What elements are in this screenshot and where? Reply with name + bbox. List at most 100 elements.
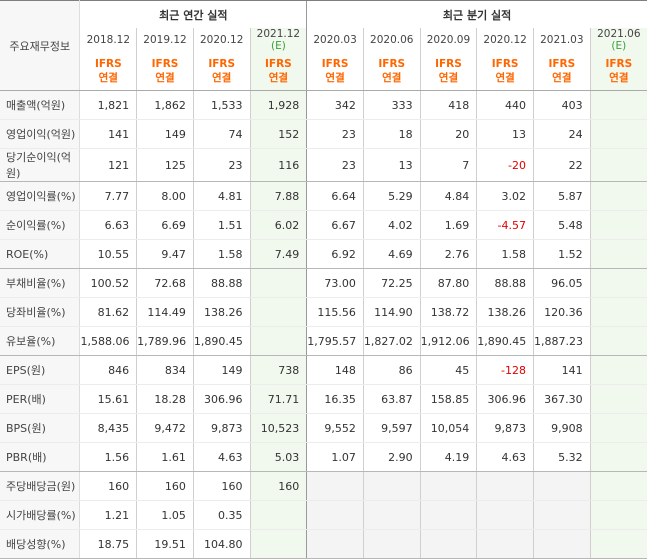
table-cell: -128 xyxy=(476,355,534,385)
table-cell xyxy=(589,210,647,240)
table-cell: 160 xyxy=(79,471,137,501)
table-cell xyxy=(419,529,477,559)
period-label: 2018.12 xyxy=(86,34,131,46)
table-cell: 403 xyxy=(532,90,591,120)
table-cell: 0.35 xyxy=(192,500,251,530)
table-row: 당기순이익(억원) 121 125 23 116 23 13 7 -20 22 xyxy=(0,148,647,182)
table-cell: 1.58 xyxy=(476,239,534,269)
table-cell: 1,890.45 xyxy=(192,326,251,356)
table-cell: 22 xyxy=(532,148,591,182)
period-header: 2020.12 xyxy=(192,28,251,52)
table-cell: 114.90 xyxy=(362,297,421,327)
table-cell: 16.35 xyxy=(306,384,364,414)
table-cell xyxy=(306,529,364,559)
table-cell xyxy=(589,119,647,149)
ifrs-label: IFRS xyxy=(548,58,576,70)
ifrs-badge: IFRS 연결 xyxy=(136,52,194,91)
ifrs-badge: IFRS 연결 xyxy=(589,52,647,91)
table-cell: 1,862 xyxy=(136,90,194,120)
ifrs-label: IFRS xyxy=(435,58,462,70)
table-cell xyxy=(476,529,534,559)
consolidated-label: 연결 xyxy=(382,72,402,84)
table-cell: 87.80 xyxy=(419,268,477,298)
period-header: 2021.06 (E) xyxy=(589,28,647,52)
table-row: 영업이익(억원) 141 149 74 152 23 18 20 13 24 xyxy=(0,119,647,149)
consolidated-label: 연결 xyxy=(268,72,289,84)
table-cell xyxy=(249,326,307,356)
table-cell: 1.21 xyxy=(79,500,137,530)
table-cell: 20 xyxy=(419,119,477,149)
ifrs-label: IFRS xyxy=(265,58,292,70)
table-cell: 74 xyxy=(192,119,251,149)
table-cell xyxy=(589,355,647,385)
row-label: BPS(원) xyxy=(0,413,81,443)
ifrs-badge: IFRS 연결 xyxy=(192,52,251,91)
table-cell: 6.67 xyxy=(306,210,364,240)
table-cell: 88.88 xyxy=(192,268,251,298)
table-cell xyxy=(589,181,647,211)
consolidated-label: 연결 xyxy=(438,72,459,84)
table-cell: 846 xyxy=(79,355,137,385)
period-header: 2020.03 xyxy=(306,28,364,52)
table-cell xyxy=(589,471,647,501)
row-label: 유보율(%) xyxy=(0,326,81,356)
table-cell xyxy=(589,326,647,356)
table-cell: 342 xyxy=(306,90,364,120)
table-cell: 115.56 xyxy=(306,297,364,327)
table-cell xyxy=(476,500,534,530)
table-cell: 5.03 xyxy=(249,442,307,472)
period-header: 2021.03 xyxy=(532,28,591,52)
table-cell: 5.87 xyxy=(532,181,591,211)
table-cell xyxy=(589,500,647,530)
table-cell: 19.51 xyxy=(136,529,194,559)
consolidated-label: 연결 xyxy=(98,72,118,84)
table-cell: 24 xyxy=(532,119,591,149)
table-cell: 6.69 xyxy=(136,210,194,240)
table-cell: 121 xyxy=(79,148,137,182)
row-label: 시가배당률(%) xyxy=(0,500,81,530)
ifrs-label: IFRS xyxy=(208,58,236,70)
table-cell: 6.92 xyxy=(306,239,364,269)
table-cell: 1,789.96 xyxy=(136,326,194,356)
table-cell: 1,795.57 xyxy=(306,326,364,356)
table-row: 주당배당금(원) 160 160 160 160 xyxy=(0,471,647,501)
table-cell: -20 xyxy=(476,148,534,182)
table-cell: 4.63 xyxy=(476,442,534,472)
consolidated-label: 연결 xyxy=(155,72,175,84)
table-cell: 8,435 xyxy=(79,413,137,443)
table-cell: 160 xyxy=(136,471,194,501)
table-cell: 7 xyxy=(419,148,477,182)
table-cell: 160 xyxy=(249,471,307,501)
table-cell: 1,912.06 xyxy=(419,326,477,356)
table-cell: 306.96 xyxy=(192,384,251,414)
table-cell: 9,873 xyxy=(476,413,534,443)
consolidated-label: 연결 xyxy=(552,72,572,84)
table-cell: 1.69 xyxy=(419,210,477,240)
row-label: PBR(배) xyxy=(0,442,81,472)
table-cell xyxy=(476,471,534,501)
period-label: 2020.12 xyxy=(483,34,527,46)
table-cell: 23 xyxy=(192,148,251,182)
table-cell: 418 xyxy=(419,90,477,120)
table-row: 배당성향(%) 18.75 19.51 104.80 xyxy=(0,529,647,559)
table-cell: 1.05 xyxy=(136,500,194,530)
table-cell: 4.19 xyxy=(419,442,477,472)
annual-group-header: 최근 연간 실적 xyxy=(79,0,307,28)
table-cell: 149 xyxy=(136,119,194,149)
quarter-group-header: 최근 분기 실적 xyxy=(306,0,647,28)
table-cell xyxy=(249,297,307,327)
table-cell: 72.25 xyxy=(362,268,421,298)
table-cell: 23 xyxy=(306,119,364,149)
table-cell: 13 xyxy=(476,119,534,149)
table-cell: 6.64 xyxy=(306,181,364,211)
consolidated-label: 연결 xyxy=(609,72,629,84)
period-header: 2020.12 xyxy=(476,28,534,52)
table-cell: 333 xyxy=(362,90,421,120)
table-cell: 1,821 xyxy=(79,90,137,120)
table-cell xyxy=(306,471,364,501)
table-cell xyxy=(362,471,421,501)
row-label: ROE(%) xyxy=(0,239,81,269)
period-label: 2020.06 xyxy=(370,34,414,46)
table-cell: 71.71 xyxy=(249,384,307,414)
table-cell: 2.76 xyxy=(419,239,477,269)
